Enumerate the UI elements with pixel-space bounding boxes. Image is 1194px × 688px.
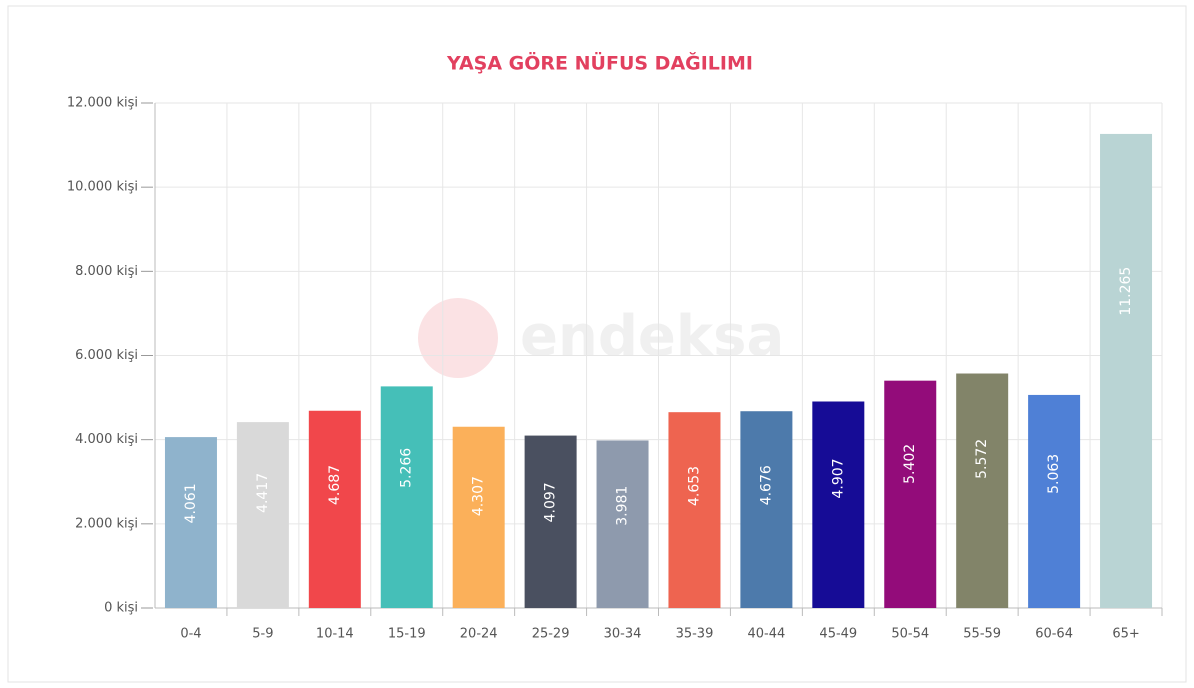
x-tick-label: 40-44 bbox=[748, 627, 786, 642]
value-label: 4.307 bbox=[471, 476, 487, 516]
y-tick-label: 2.000 kişi bbox=[75, 516, 138, 531]
x-tick-label: 15-19 bbox=[388, 627, 426, 642]
bar bbox=[452, 426, 505, 608]
watermark-logo bbox=[418, 298, 498, 378]
bar bbox=[812, 401, 865, 608]
x-tick-label: 20-24 bbox=[460, 627, 498, 642]
y-tick-label: 6.000 kişi bbox=[75, 348, 138, 363]
chart-title: YAŞA GÖRE NÜFUS DAĞILIMI bbox=[446, 51, 753, 75]
value-label: 4.907 bbox=[830, 458, 846, 498]
value-label: 5.266 bbox=[399, 448, 415, 488]
value-label: 4.097 bbox=[543, 482, 559, 522]
x-tick-label: 25-29 bbox=[532, 627, 570, 642]
value-label: 4.687 bbox=[327, 465, 343, 505]
x-tick-label: 60-64 bbox=[1035, 627, 1073, 642]
x-tick-label: 0-4 bbox=[180, 627, 201, 642]
x-tick-label: 55-59 bbox=[963, 627, 1001, 642]
bar bbox=[164, 437, 217, 608]
x-tick-label: 65+ bbox=[1112, 627, 1139, 642]
value-label: 11.265 bbox=[1118, 267, 1134, 316]
y-tick-label: 4.000 kişi bbox=[75, 432, 138, 447]
value-label: 5.063 bbox=[1046, 454, 1062, 494]
bar bbox=[236, 422, 289, 608]
x-tick-label: 50-54 bbox=[891, 627, 929, 642]
x-tick-label: 10-14 bbox=[316, 627, 354, 642]
y-tick-label: 10.000 kişi bbox=[67, 180, 138, 195]
bar bbox=[524, 435, 577, 608]
bar bbox=[308, 410, 361, 608]
bar bbox=[596, 440, 649, 608]
bar bbox=[1100, 133, 1153, 608]
bar bbox=[956, 373, 1009, 608]
value-label: 3.981 bbox=[615, 486, 631, 526]
bar bbox=[740, 411, 793, 608]
value-label: 4.417 bbox=[255, 473, 271, 513]
value-label: 4.653 bbox=[686, 466, 702, 506]
value-label: 5.402 bbox=[902, 444, 918, 484]
value-label: 4.061 bbox=[183, 483, 199, 523]
y-tick-label: 8.000 kişi bbox=[75, 264, 138, 279]
watermark: endeksa bbox=[520, 304, 784, 369]
y-tick-label: 12.000 kişi bbox=[67, 96, 138, 111]
y-tick-label: 0 kişi bbox=[104, 601, 138, 616]
x-tick-label: 45-49 bbox=[819, 627, 857, 642]
value-label: 5.572 bbox=[974, 439, 990, 479]
bar bbox=[380, 386, 433, 608]
value-label: 4.676 bbox=[758, 465, 774, 505]
bar bbox=[1028, 394, 1081, 608]
x-tick-label: 30-34 bbox=[604, 627, 642, 642]
x-tick-label: 35-39 bbox=[676, 627, 714, 642]
x-tick-label: 5-9 bbox=[252, 627, 273, 642]
bar bbox=[668, 412, 721, 608]
bar bbox=[884, 380, 937, 608]
